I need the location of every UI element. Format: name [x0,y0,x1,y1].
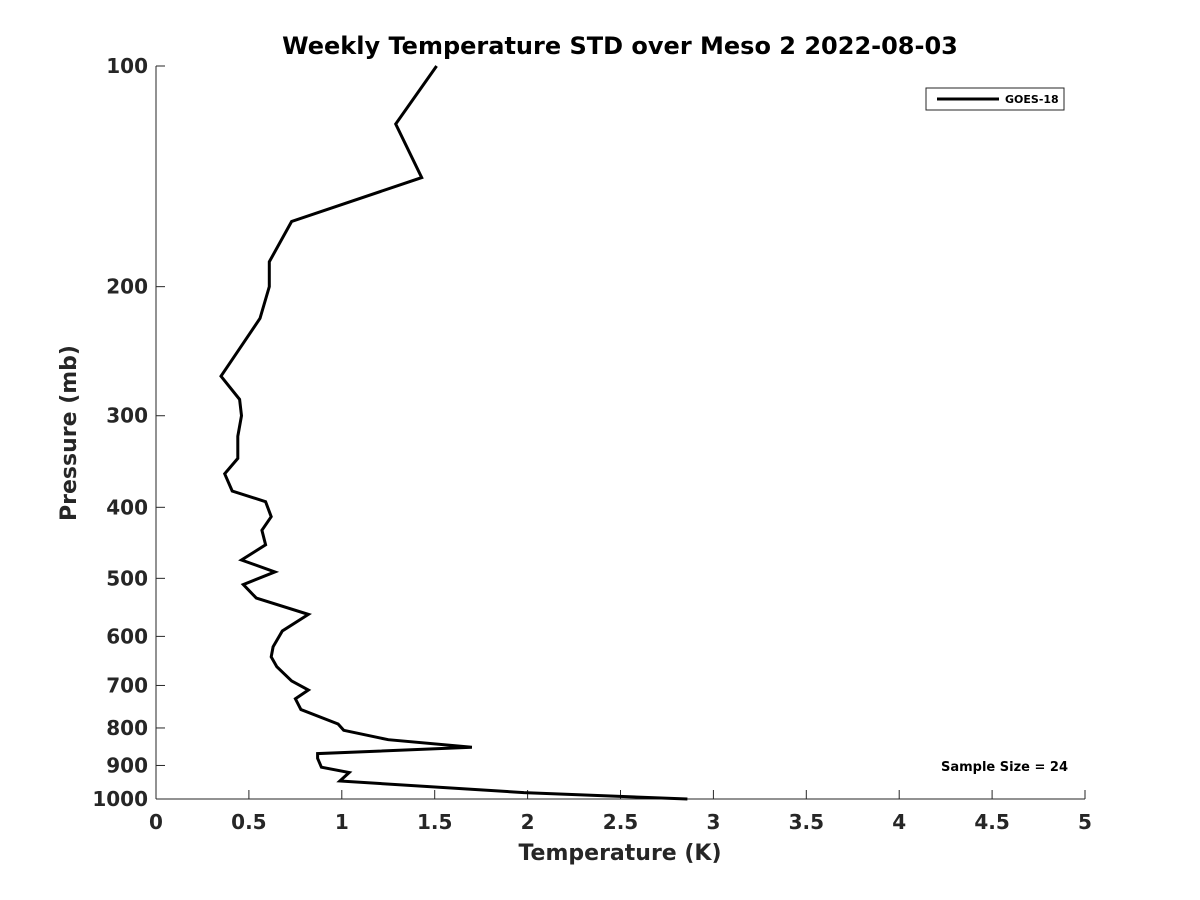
x-tick-label: 5 [1078,810,1092,834]
data-point [420,176,423,179]
data-point [522,791,525,794]
y-tick-label: 700 [106,673,148,697]
sample-size-annotation: Sample Size = 24 [941,760,1068,775]
data-point [273,570,276,573]
x-tick-label: 1 [335,810,349,834]
x-tick-label: 0.5 [231,810,266,834]
x-tick-label: 3.5 [789,810,824,834]
y-tick-label: 1000 [92,787,148,811]
data-point [268,260,271,263]
y-axis-ticks: 100 200 300 400 500 600 700 800 900 1000 [92,54,165,811]
legend: GOES-18 [925,87,1065,111]
y-tick-label: 500 [106,566,148,590]
data-point [316,752,319,755]
y-tick-label: 200 [106,275,148,299]
data-point [231,489,234,492]
data-point [275,665,278,668]
data-point [294,697,297,700]
data-point [259,317,262,320]
data-point [264,543,267,546]
x-tick-label: 2.5 [603,810,638,834]
data-point [338,779,341,782]
data-point [272,645,275,648]
data-point [435,65,438,68]
data-point [320,766,323,769]
data-point [394,123,397,126]
data-point [470,746,473,749]
y-tick-label: 300 [106,404,148,428]
series-layer [219,65,689,801]
data-point [260,529,263,532]
data-point [270,655,273,658]
y-tick-label: 800 [106,716,148,740]
data-point [342,729,345,732]
data-point [307,688,310,691]
data-point [268,285,271,288]
y-axis-title: Pressure (mb) [57,345,82,521]
data-point [255,597,258,600]
y-tick-label: 600 [106,624,148,648]
chart-title: Weekly Temperature STD over Meso 2 2022-… [282,32,958,60]
x-tick-label: 3 [706,810,720,834]
data-point [236,435,239,438]
data-point [238,398,241,401]
data-point [290,679,293,682]
x-axis-ticks: 0 0.5 1 1.5 2 2.5 3 3.5 4 4.5 5 [149,790,1092,834]
data-point [240,414,243,417]
y-tick-label: 400 [106,495,148,519]
series-line-goes-18 [219,65,688,801]
y-tick-label: 100 [106,54,148,78]
plot-axes [155,66,1085,800]
data-point [223,472,226,475]
x-tick-label: 4.5 [974,810,1009,834]
data-point [290,220,293,223]
data-point [240,558,243,561]
x-tick-label: 0 [149,810,163,834]
data-point [337,722,340,725]
data-point [264,500,267,503]
data-point [270,515,273,518]
data-point [299,708,302,711]
data-point [281,630,284,633]
x-tick-label: 2 [521,810,535,834]
data-point [220,375,223,378]
data-point [686,798,689,801]
x-axis-title: Temperature (K) [518,841,721,866]
data-point [387,738,390,741]
x-tick-label: 1.5 [417,810,452,834]
y-tick-label: 900 [106,753,148,777]
legend-label-goes-18: GOES-18 [1005,93,1059,106]
data-point [236,350,239,353]
data-point [348,771,351,774]
x-tick-label: 4 [892,810,906,834]
data-point [242,583,245,586]
data-point [236,457,239,460]
data-point [316,757,319,760]
data-point [307,613,310,616]
